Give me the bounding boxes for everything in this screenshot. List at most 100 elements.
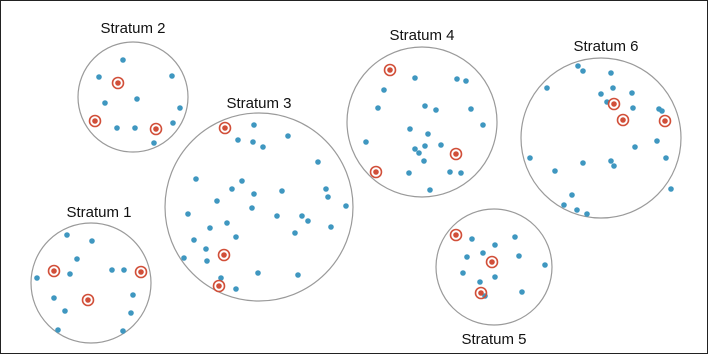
unit-dot: [580, 68, 586, 74]
sampled-unit-dot: [153, 126, 159, 132]
unit-dot: [412, 75, 418, 81]
unit-dot: [480, 122, 486, 128]
sampled-unit-ring: [449, 228, 463, 242]
unit-dot: [229, 186, 235, 192]
stratum-5-units: [460, 234, 548, 299]
sampled-unit-ring: [88, 114, 102, 128]
unit-dot: [469, 236, 475, 242]
sampled-unit-ring: [658, 114, 672, 128]
sampled-unit-ring: [607, 97, 621, 111]
unit-dot: [407, 126, 413, 132]
unit-dot: [608, 158, 614, 164]
unit-dot: [109, 267, 115, 273]
unit-dot: [584, 211, 590, 217]
unit-dot: [177, 105, 183, 111]
unit-dot: [323, 186, 329, 192]
unit-dot: [447, 169, 453, 175]
unit-dot: [425, 131, 431, 137]
stratum-5-group: Stratum 5: [435, 208, 553, 348]
sampled-unit-dot: [138, 269, 144, 275]
unit-dot: [438, 142, 444, 148]
stratum-3-label: Stratum 3: [226, 95, 291, 112]
stratum-6-sampled: [607, 97, 672, 128]
sampled-unit-ring: [449, 147, 463, 161]
sampled-unit-ring: [485, 255, 499, 269]
sampled-unit-ring: [474, 286, 488, 300]
unit-dot: [343, 203, 349, 209]
unit-dot: [191, 237, 197, 243]
unit-dot: [519, 289, 525, 295]
unit-dot: [292, 230, 298, 236]
unit-dot: [128, 310, 134, 316]
unit-dot: [151, 140, 157, 146]
unit-dot: [233, 234, 239, 240]
stratum-3-group: Stratum 3: [164, 95, 354, 302]
sampled-unit-dot: [222, 125, 228, 131]
unit-dot: [433, 107, 439, 113]
unit-dot: [250, 139, 256, 145]
stratum-5-label: Stratum 5: [461, 331, 526, 348]
unit-dot: [611, 163, 617, 169]
unit-dot: [260, 144, 266, 150]
sampled-unit-dot: [51, 268, 57, 274]
stratum-4-units: [363, 75, 486, 193]
stratum-1-units: [34, 232, 136, 334]
unit-dot: [305, 218, 311, 224]
sampled-unit-dot: [453, 151, 459, 157]
unit-dot: [328, 224, 334, 230]
stratum-3-units: [181, 122, 349, 292]
stratum-2-units: [96, 57, 183, 146]
unit-dot: [203, 246, 209, 252]
unit-dot: [381, 87, 387, 93]
unit-dot: [542, 262, 548, 268]
unit-dot: [325, 194, 331, 200]
stratum-3-boundary: [164, 112, 354, 302]
unit-dot: [659, 108, 665, 114]
stratum-2-group: Stratum 2: [77, 20, 189, 153]
sampled-unit-dot: [221, 252, 227, 258]
sampled-unit-ring: [81, 293, 95, 307]
unit-dot: [130, 292, 136, 298]
unit-dot: [132, 125, 138, 131]
unit-dot: [204, 258, 210, 264]
unit-dot: [279, 188, 285, 194]
unit-dot: [512, 234, 518, 240]
sampled-unit-dot: [373, 169, 379, 175]
unit-dot: [668, 186, 674, 192]
unit-dot: [632, 144, 638, 150]
unit-dot: [114, 125, 120, 131]
sampled-unit-dot: [489, 259, 495, 265]
unit-dot: [51, 295, 57, 301]
stratum-1-group: Stratum 1: [30, 204, 152, 344]
sampled-unit-dot: [620, 117, 626, 123]
unit-dot: [416, 150, 422, 156]
unit-dot: [527, 155, 533, 161]
unit-dot: [218, 275, 224, 281]
unit-dot: [239, 178, 245, 184]
stratum-5-sampled: [449, 228, 499, 300]
unit-dot: [55, 327, 61, 333]
unit-dot: [251, 191, 257, 197]
stratum-6-boundary: [520, 57, 682, 219]
sampled-unit-dot: [662, 118, 668, 124]
sampled-unit-ring: [383, 63, 397, 77]
unit-dot: [629, 90, 635, 96]
unit-dot: [480, 250, 486, 256]
sampled-unit-ring: [616, 113, 630, 127]
unit-dot: [412, 146, 418, 152]
unit-dot: [233, 286, 239, 292]
unit-dot: [427, 187, 433, 193]
unit-dot: [207, 225, 213, 231]
unit-dot: [454, 76, 460, 82]
unit-dot: [552, 168, 558, 174]
unit-dot: [422, 103, 428, 109]
sampled-unit-ring: [111, 76, 125, 90]
stratum-6-units: [527, 63, 674, 217]
unit-dot: [169, 73, 175, 79]
unit-dot: [315, 159, 321, 165]
unit-dot: [516, 253, 522, 259]
stratum-2-boundary: [77, 41, 189, 153]
unit-dot: [181, 255, 187, 261]
stratum-1-sampled: [47, 264, 148, 307]
sampled-unit-dot: [85, 297, 91, 303]
